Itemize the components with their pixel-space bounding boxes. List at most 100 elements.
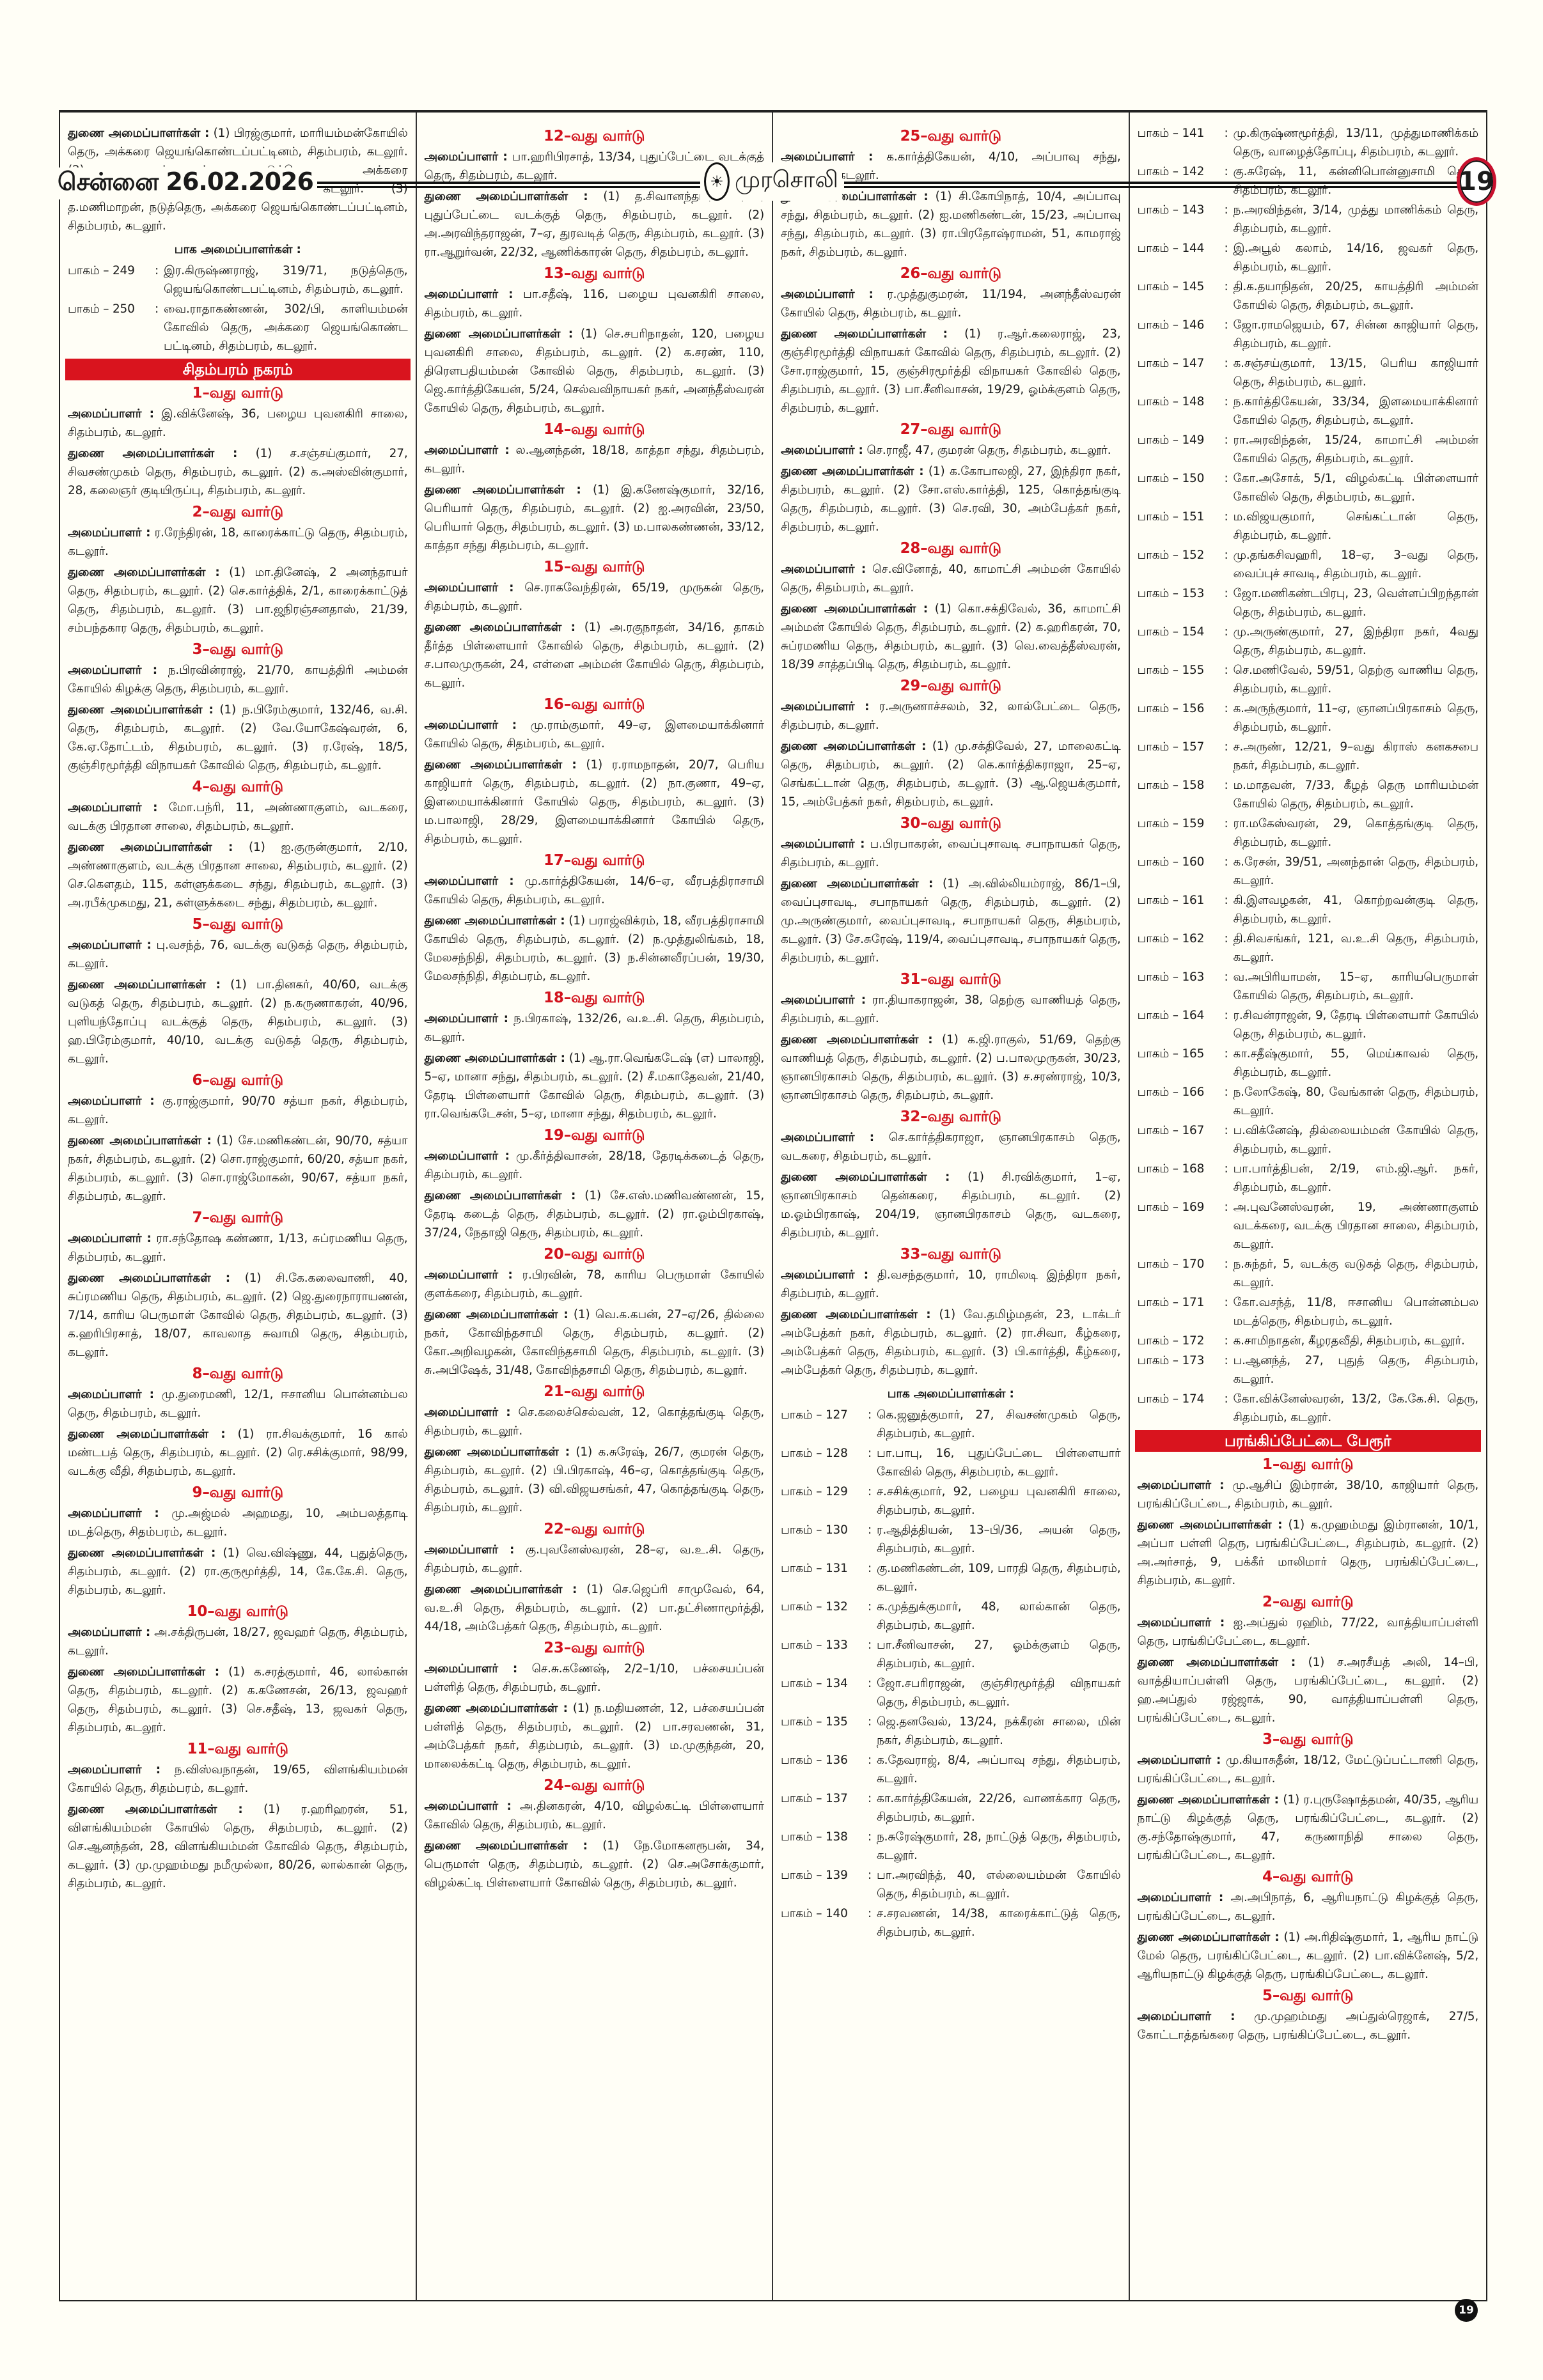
booth-number: பாகம் – 157 (1137, 740, 1205, 754)
deputy-label: துணை அமைப்பாளர்கள் : (68, 566, 220, 579)
booth-organizers-title: பாக அமைப்பாளர்கள் : (887, 1387, 1014, 1401)
deputy-details: (1) ந.பிரேம்குமார், 132/46, வ.சி. தெரு, … (68, 703, 408, 772)
deputy-label: துணை அமைப்பாளர்கள் : (68, 1546, 216, 1560)
booth-entry: பாகம் – 170: ந.சுந்தர், 5, வடக்கு வடுகத் … (1138, 1255, 1479, 1292)
ward-heading: 2–வது வார்டு (1262, 1594, 1354, 1610)
booth-organizer-details: ந.அரவிந்தன், 3/14, முத்து மாணிக்கம் தெரு… (1233, 203, 1479, 235)
organizer-details: மு.கியாசுதீன், 18/12, மேட்டுப்பட்டாணி தெ… (1137, 1754, 1479, 1785)
booth-number: பாகம் – 161 (1137, 894, 1205, 907)
organizer-details: ர.முத்துகுமரன், 11/194, அனந்தீஸ்வரன் கோய… (781, 288, 1121, 320)
separator: : (1224, 510, 1228, 524)
booth-number: பாகம் – 139 (781, 1869, 848, 1882)
deputy-label: துணை அமைப்பாளர்கள் : (68, 1134, 212, 1147)
separator: : (868, 1485, 872, 1498)
separator: : (868, 1754, 872, 1767)
organizer-details: மு.முஹம்மது அப்துல்ரெஜாக், 27/5, கோட்டாத… (1137, 2010, 1479, 2042)
rule-left (58, 182, 703, 188)
organizer-label: அமைப்பாளர் : (781, 563, 866, 576)
ward-heading: 23–வது வார்டு (544, 1640, 645, 1656)
organizer-details: ரா.தியாகராஜன், 38, தெற்கு வாணியத் தெரு, … (781, 993, 1121, 1025)
separator: : (868, 1408, 872, 1422)
booth-entry: பாகம் – 163: வ.அபிரியாமன், 15–ஏ, காரியபெர… (1138, 968, 1479, 1005)
ward-heading: 8–வது வார்டு (192, 1365, 284, 1382)
booth-organizer-details: பா.அரவிந்த், 40, எல்லையம்மன் கோயில் தெரு… (877, 1869, 1121, 1901)
booth-number: பாகம் – 133 (781, 1638, 848, 1652)
deputy-organizers: துணை அமைப்பாளர்கள் : (1) ச.அரசீயத் அலி, … (1138, 1653, 1479, 1727)
booth-organizer-details: ந.சுந்தர், 5, வடக்கு வடுகத் தெரு, சிதம்ப… (1233, 1257, 1479, 1289)
booth-organizer-details: ந.கார்த்திகேயன், 33/34, இளமையாக்கினார் க… (1233, 395, 1479, 427)
booth-entry: பாகம் – 143: ந.அரவிந்தன், 3/14, முத்து மா… (1138, 201, 1479, 238)
separator: : (1224, 1392, 1228, 1406)
deputy-details: (1) ச.அரசீயத் அலி, 14–பி, வாத்தியாப்பள்ள… (1137, 1656, 1479, 1725)
separator: : (1224, 1201, 1228, 1214)
separator: : (1224, 203, 1228, 217)
separator: : (1224, 357, 1228, 370)
booth-entry: பாகம் – 173: ப.ஆனந்த், 27, புதுத் தெரு, ச… (1138, 1351, 1479, 1388)
deputy-organizers: துணை அமைப்பாளர்கள் : (1) ர.ஆர்.கலைராஜ், … (781, 325, 1121, 417)
separator: : (1224, 664, 1228, 677)
separator: : (1224, 1296, 1228, 1309)
deputy-details: (1) அ.வில்லியம்ராஜ், 86/1–பி, வைப்புசாவட… (781, 877, 1121, 965)
organizer-label: அமைப்பாளர் : (424, 150, 508, 164)
booth-number: பாகம் – 155 (1137, 664, 1205, 677)
booth-entry: பாகம் – 160: க.ரேசன், 39/51, அனந்தான் தெர… (1138, 853, 1479, 890)
deputy-details: (1) செ.ஜெப்ரி சாமுவேல், 64, வ.உ.சி தெரு,… (424, 1583, 765, 1633)
deputy-details: (1) க.முஹம்மது இம்ரானன், 10/1, அப்பா பள்… (1137, 1518, 1479, 1587)
booth-organizer-details: கா.சதீஷ்குமார், 55, மெய்காவல் தெரு, சிதம… (1233, 1047, 1479, 1079)
ward-organizer: அமைப்பாளர் : செ.ராகவேந்திரன், 65/19, முர… (425, 579, 765, 616)
organizer-details: ர.பிரவின், 78, காரிய பெருமாள் கோயில் குள… (424, 1268, 765, 1300)
ward-organizer: அமைப்பாளர் : ர.ரேந்திரன், 18, காரைக்காட்… (68, 524, 408, 561)
booth-entry: பாகம் – 148: ந.கார்த்திகேயன், 33/34, இளமை… (1138, 393, 1479, 430)
separator: : (1224, 395, 1228, 408)
booth-entry: பாகம் – 164: ர.சிவன்ராஜன், 9, தேரடி பிள்ள… (1138, 1006, 1479, 1043)
organizer-details: செ.ராஜீ, 47, குமரன் தெரு, சிதம்பரம், கடல… (866, 444, 1111, 457)
organizer-details: ந.பிரகாஷ், 132/26, வ.உ.சி. தெரு, சிதம்பர… (424, 1012, 765, 1044)
booth-organizer-details: ர.சிவன்ராஜன், 9, தேரடி பிள்ளையார் கோயில்… (1233, 1009, 1479, 1041)
deputy-organizers: துணை அமைப்பாளர்கள் : (1) செ.ஜெப்ரி சாமுவ… (425, 1580, 765, 1636)
separator: : (1224, 280, 1228, 293)
booth-entry: பாகம் – 151: ம.விஜயகுமார், செங்கட்டான் தெ… (1138, 508, 1479, 545)
organizer-details: தி.வசந்தகுமார், 10, ராமிலடி இந்திரா நகர்… (781, 1268, 1121, 1300)
organizer-details: ஐ.அப்துல் ரஹிம், 77/22, வாத்தியாப்பள்ளி … (1137, 1616, 1479, 1648)
organizer-label: அமைப்பாளர் : (68, 407, 154, 421)
separator: : (1224, 1085, 1228, 1099)
deputy-organizers: துணை அமைப்பாளர்கள் : (1) சே.மணிகண்டன், 9… (68, 1132, 408, 1206)
separator: : (868, 1677, 872, 1690)
booth-entry: பாகம் – 144: இ.அபூல் கலாம், 14/16, ஜவகர் … (1138, 239, 1479, 276)
booth-organizer-details: ஜெ.தனவேல், 13/24, நக்கீரன் சாலை, மின் நக… (877, 1715, 1121, 1747)
organizer-details: பு.வசந்த், 76, வடக்கு வடுகத் தெரு, சிதம்… (68, 938, 408, 970)
organizer-label: அமைப்பாளர் : (424, 1406, 511, 1419)
deputy-organizers: துணை அமைப்பாளர்கள் : (1) ந.மதியணன், 12, … (425, 1699, 765, 1773)
organizer-label: அமைப்பாளர் : (68, 1232, 152, 1245)
organizer-label: அமைப்பாளர் : (781, 444, 863, 457)
deputy-label: துணை அமைப்பாளர்கள் : (68, 1803, 243, 1816)
booth-number: பாகம் – 147 (1137, 357, 1205, 370)
deputy-organizers: துணை அமைப்பாளர்கள் : (1) சி.ரவிக்குமார்,… (781, 1168, 1121, 1242)
booth-number: பாகம் – 151 (1137, 510, 1205, 524)
ward-heading: 25–வது வார்டு (900, 128, 1001, 144)
deputy-organizers: துணை அமைப்பாளர்கள் : (1) க.ஜி.ராகுல், 51… (781, 1031, 1121, 1105)
booth-organizer-details: ச.அருண், 12/21, 9–வது கிராஸ் கனகசபை நகர்… (1233, 740, 1479, 772)
booth-entry: பாகம் – 158: ம.மாதவன், 7/33, கீழத் தெரு ம… (1138, 776, 1479, 813)
booth-organizer-details: ச.சசிக்குமார், 92, பழைய புவனகிரி சாலை, ச… (877, 1485, 1121, 1517)
deputy-label: துணை அமைப்பாளர்கள் : (68, 978, 221, 992)
booth-organizer-details: வ.அபிரியாமன், 15–ஏ, காரியபெருமாள் கோயில்… (1233, 970, 1479, 1002)
organizer-details: மு.கார்த்திகேயன், 14/6–ஏ, வீரபத்திராசாமி… (424, 875, 765, 906)
booth-entry: பாகம் – 149: ரா.அரவிந்தன், 15/24, காமாட்ச… (1138, 431, 1479, 468)
organizer-label: அமைப்பாளர் : (1137, 1616, 1225, 1629)
booth-entry: பாகம் – 152: மு.தங்கசிவஹரி, 18–ஏ, 3–வது த… (1138, 546, 1479, 583)
ward-heading: 10–வது வார்டு (187, 1603, 288, 1620)
ward-organizer: அமைப்பாளர் : செ.ராஜீ, 47, குமரன் தெரு, ச… (781, 441, 1121, 460)
booth-number: பாகம் – 128 (781, 1447, 848, 1460)
booth-entry: பாகம் – 138: ந.சுரேஷ்குமார், 28, நாட்டுத்… (781, 1828, 1121, 1865)
ward-organizer: அமைப்பாளர் : ர.முத்துகுமரன், 11/194, அனந… (781, 285, 1121, 322)
section-banner: பரங்கிப்பேட்டை பேரூர் (1134, 1430, 1481, 1452)
booth-organizer-details: ந.சுரேஷ்குமார், 28, நாட்டுத் தெரு, சிதம்… (877, 1830, 1121, 1862)
deputy-organizers: துணை அமைப்பாளர்கள் : (1) ஆ.ரா.வெங்கடேஷ் … (425, 1049, 765, 1123)
deputy-organizers: துணை அமைப்பாளர்கள் : (1) அ.வில்லியம்ராஜ்… (781, 875, 1121, 967)
separator: : (868, 1715, 872, 1729)
deputy-label: துணை அமைப்பாளர்கள் : (68, 841, 233, 854)
ward-organizer: அமைப்பாளர் : கு.புவனேஸ்வரன், 28–ஏ, வ.உ.ச… (425, 1541, 765, 1578)
deputy-details: (1) கொ.சக்திவேல், 36, காமாட்சி அம்மன் கோ… (781, 602, 1121, 671)
ward-heading: 13–வது வார்டு (544, 265, 645, 282)
